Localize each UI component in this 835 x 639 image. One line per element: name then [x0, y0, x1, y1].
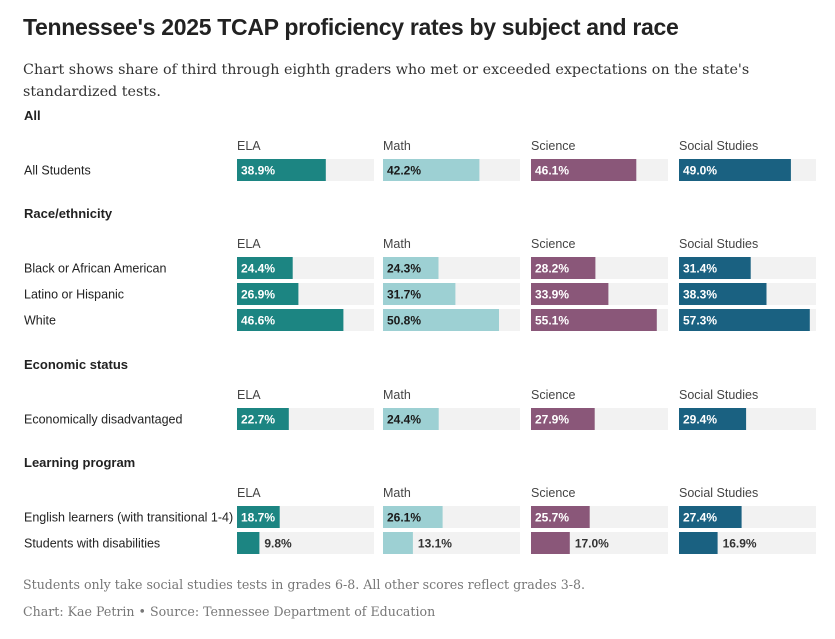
bar-social-studies-white [679, 309, 810, 331]
column-header-math: Math [383, 486, 411, 500]
data-label: 17.0% [575, 537, 609, 551]
data-label: 26.9% [241, 288, 275, 302]
bar-science-white [531, 309, 657, 331]
bar-ela-latino-or-hispanic [237, 283, 299, 305]
row-label-black-or-african-american: Black or African American [24, 262, 166, 276]
row-label-economically-disadvantaged: Economically disadvantaged [24, 413, 182, 427]
bar-science-black-or-african-american [531, 257, 596, 279]
bar-social-studies-all-students [679, 159, 791, 181]
row-label-all-students: All Students [24, 164, 91, 178]
data-label: 50.8% [387, 314, 421, 328]
bar-social-studies-black-or-african-american [679, 257, 751, 279]
column-header-science: Science [531, 388, 576, 402]
bar-track [383, 532, 520, 554]
bar-math-all-students [383, 159, 480, 181]
section-header-learning-program: Learning program [24, 455, 135, 470]
bar-ela-white [237, 309, 344, 331]
row-label-english-learners-with-transitional-1-4: English learners (with transitional 1-4) [24, 511, 233, 525]
data-label: 27.4% [683, 511, 717, 525]
bar-social-studies-latino-or-hispanic [679, 283, 767, 305]
chart-credit: Chart: Kae Petrin • Source: Tennessee De… [23, 604, 436, 619]
section-header-race-ethnicity: Race/ethnicity [24, 206, 113, 221]
data-label: 33.9% [535, 288, 569, 302]
row-label-white: White [24, 314, 56, 328]
bar-math-economically-disadvantaged [383, 408, 439, 430]
bar-math-students-with-disabilities [383, 532, 413, 554]
data-label: 46.1% [535, 164, 569, 178]
column-header-social-studies: Social Studies [679, 486, 758, 500]
data-label: 49.0% [683, 164, 717, 178]
data-label: 46.6% [241, 314, 275, 328]
data-label: 16.9% [723, 537, 757, 551]
column-header-social-studies: Social Studies [679, 237, 758, 251]
column-header-ela: ELA [237, 237, 261, 251]
chart-title: Tennessee's 2025 TCAP proficiency rates … [23, 14, 679, 40]
column-header-ela: ELA [237, 486, 261, 500]
data-label: 31.4% [683, 262, 717, 276]
data-label: 13.1% [418, 537, 452, 551]
section-header-all: All [24, 108, 41, 123]
data-label: 22.7% [241, 413, 275, 427]
bar-ela-english-learners-with-transitional-1-4 [237, 506, 280, 528]
data-label: 9.8% [264, 537, 292, 551]
column-header-math: Math [383, 139, 411, 153]
data-label: 28.2% [535, 262, 569, 276]
bar-science-all-students [531, 159, 637, 181]
data-label: 57.3% [683, 314, 717, 328]
bar-social-studies-english-learners-with-transitional-1-4 [679, 506, 742, 528]
column-header-science: Science [531, 237, 576, 251]
column-header-ela: ELA [237, 388, 261, 402]
bar-social-studies-economically-disadvantaged [679, 408, 747, 430]
data-label: 31.7% [387, 288, 421, 302]
bar-track [237, 532, 374, 554]
bar-social-studies-students-with-disabilities [679, 532, 718, 554]
bar-ela-all-students [237, 159, 326, 181]
chart-subtitle: Chart shows share of third through eight… [23, 62, 750, 100]
data-label: 27.9% [535, 413, 569, 427]
bar-ela-economically-disadvantaged [237, 408, 289, 430]
data-label: 18.7% [241, 511, 275, 525]
bar-science-economically-disadvantaged [531, 408, 595, 430]
bar-math-white [383, 309, 499, 331]
column-header-ela: ELA [237, 139, 261, 153]
bar-math-latino-or-hispanic [383, 283, 456, 305]
data-label: 24.4% [387, 413, 421, 427]
data-label: 38.9% [241, 164, 275, 178]
footnote: Students only take social studies tests … [23, 577, 585, 592]
section-header-economic-status: Economic status [24, 357, 128, 372]
bar-math-black-or-african-american [383, 257, 439, 279]
data-label: 38.3% [683, 288, 717, 302]
data-label: 55.1% [535, 314, 569, 328]
row-label-latino-or-hispanic: Latino or Hispanic [24, 288, 124, 302]
bar-ela-black-or-african-american [237, 257, 293, 279]
column-header-science: Science [531, 486, 576, 500]
bar-science-latino-or-hispanic [531, 283, 609, 305]
data-label: 24.4% [241, 262, 275, 276]
bar-ela-students-with-disabilities [237, 532, 260, 554]
bar-science-english-learners-with-transitional-1-4 [531, 506, 590, 528]
data-label: 25.7% [535, 511, 569, 525]
column-header-social-studies: Social Studies [679, 388, 758, 402]
column-header-science: Science [531, 139, 576, 153]
bar-science-students-with-disabilities [531, 532, 570, 554]
column-header-social-studies: Social Studies [679, 139, 758, 153]
data-label: 42.2% [387, 164, 421, 178]
column-header-math: Math [383, 388, 411, 402]
row-label-students-with-disabilities: Students with disabilities [24, 537, 160, 551]
column-header-math: Math [383, 237, 411, 251]
data-label: 26.1% [387, 511, 421, 525]
data-label: 29.4% [683, 413, 717, 427]
bar-math-english-learners-with-transitional-1-4 [383, 506, 443, 528]
data-label: 24.3% [387, 262, 421, 276]
